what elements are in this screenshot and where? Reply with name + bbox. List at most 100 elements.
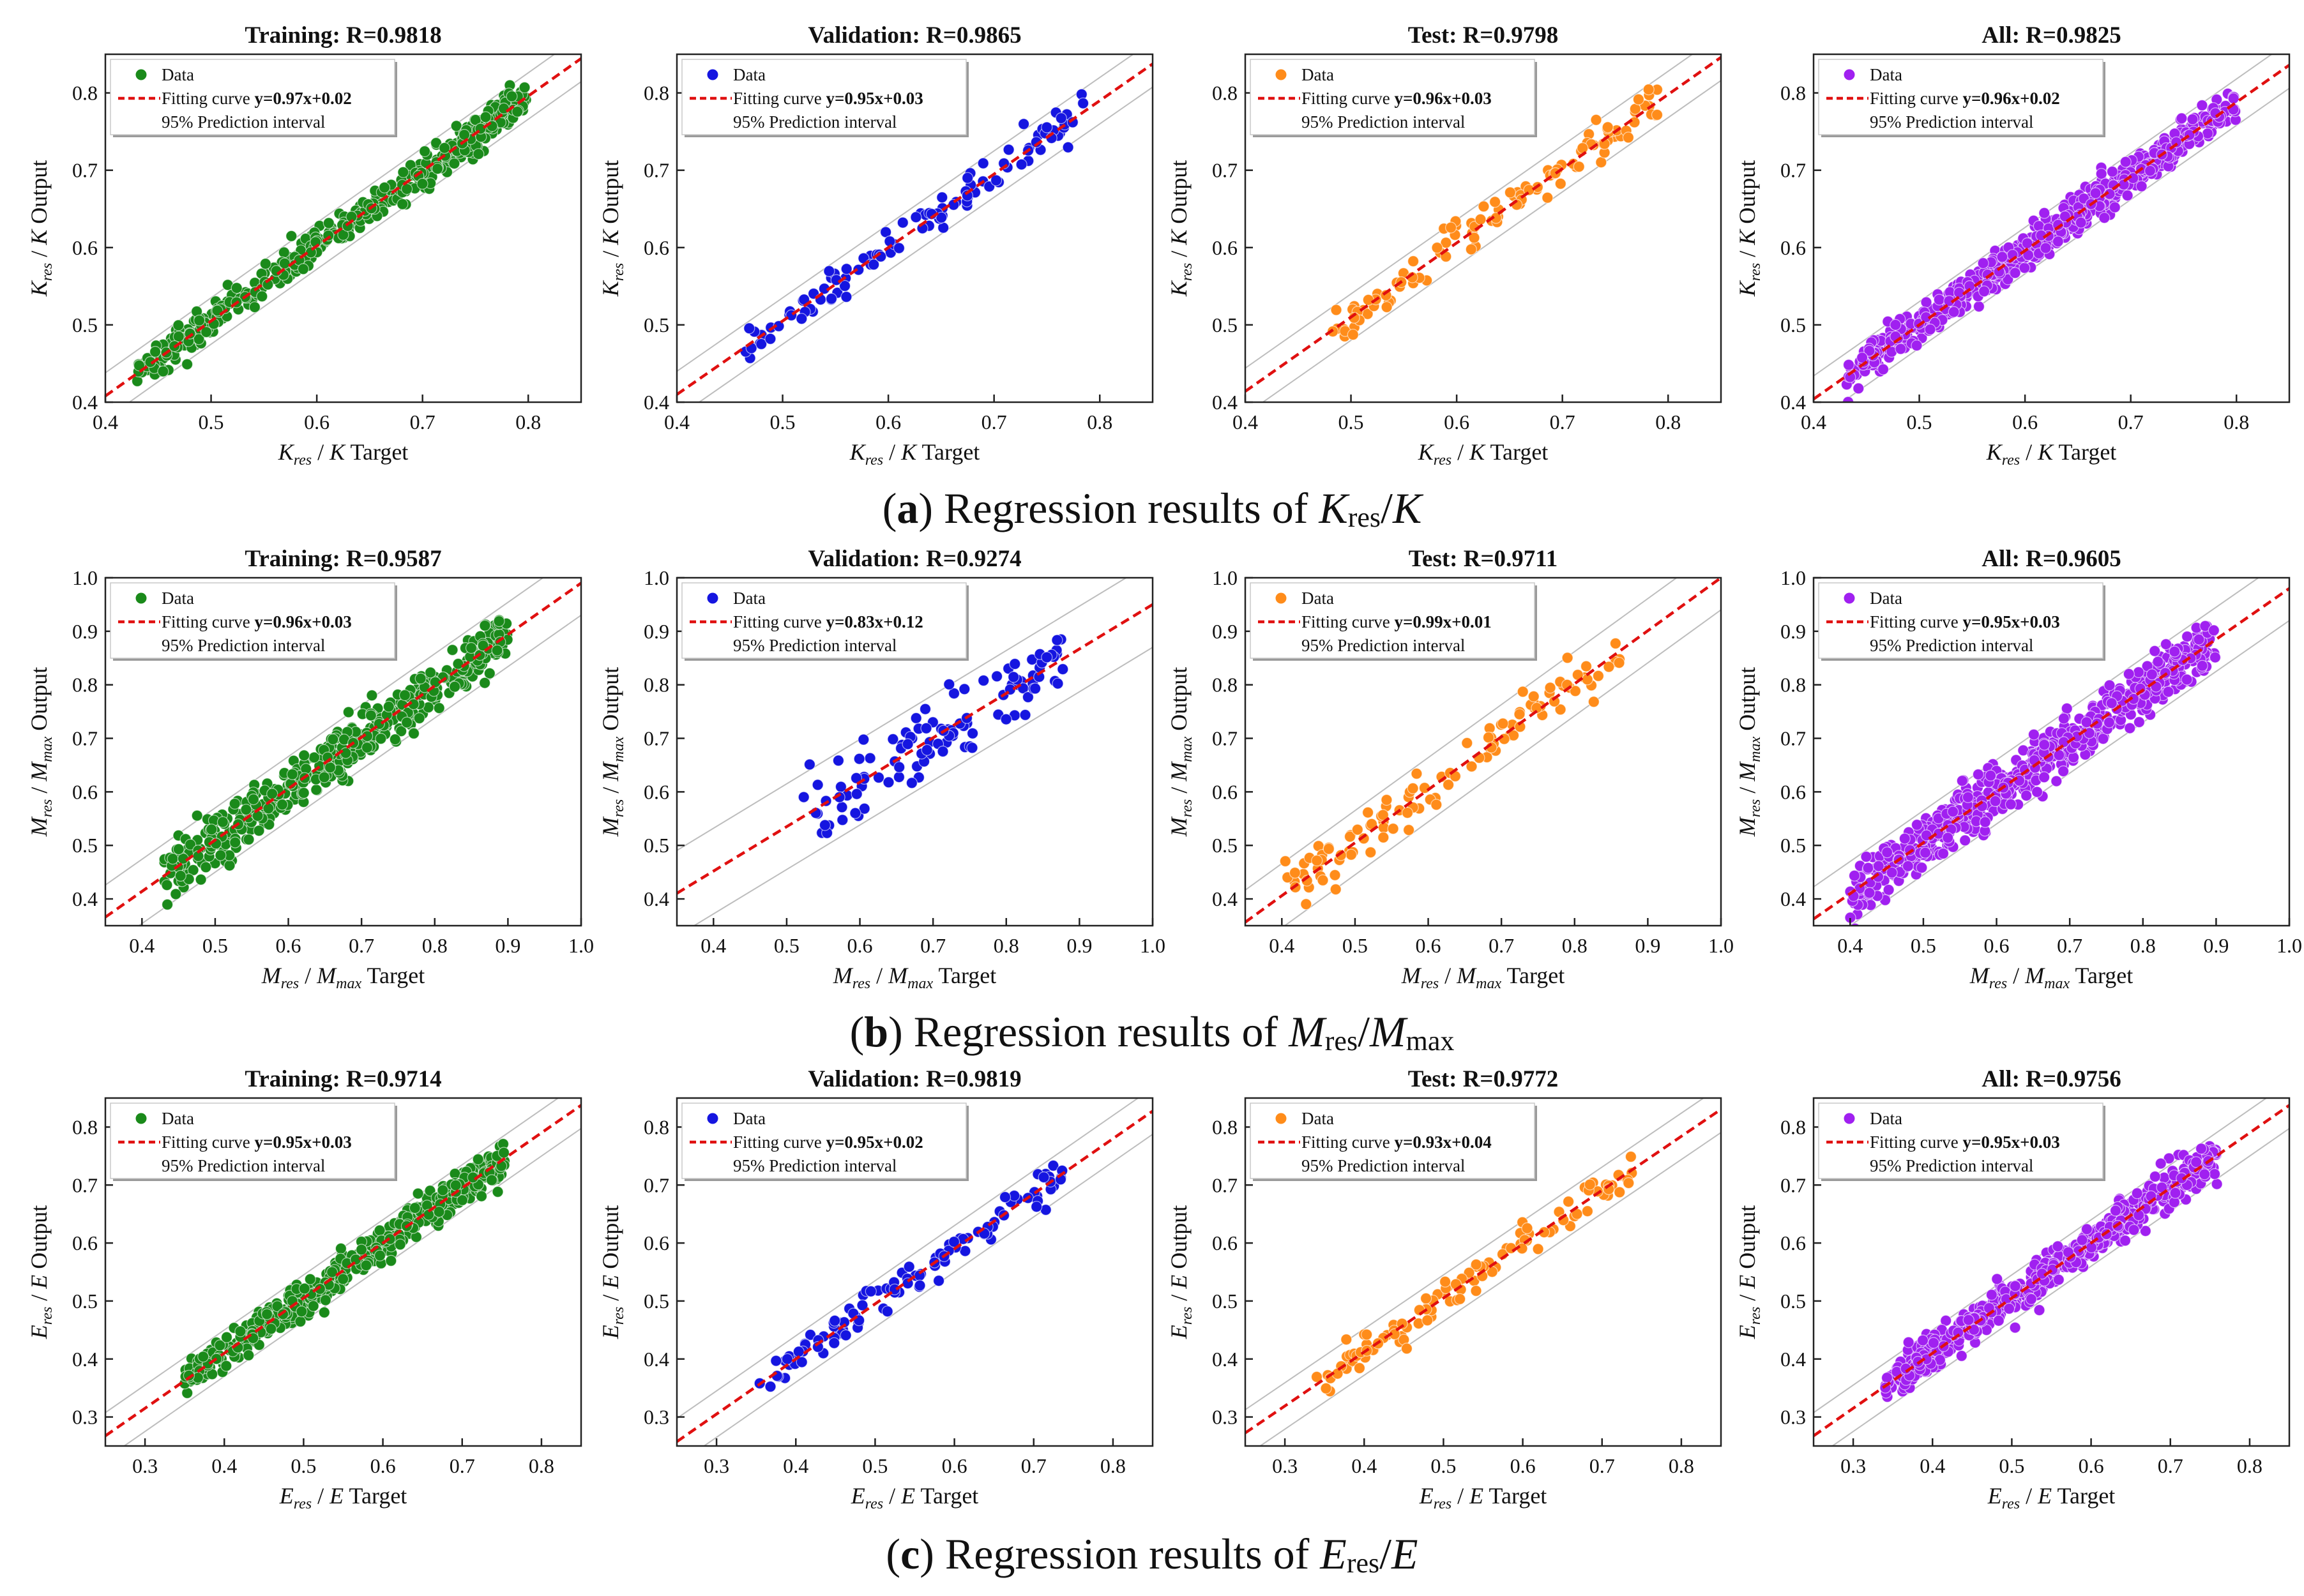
y-tick-label: 0.4 (72, 1348, 98, 1371)
data-point (1470, 1258, 1482, 1270)
data-point (2128, 1224, 2140, 1236)
fitting-curve (677, 63, 1153, 396)
data-point (400, 183, 413, 195)
x-tick-label: 0.6 (2079, 1454, 2104, 1477)
data-point (2181, 630, 2194, 643)
y-axis-label: Eres / E Output (1734, 1205, 1764, 1339)
plot-area (1245, 54, 1721, 402)
x-tick-label: 0.9 (1635, 934, 1660, 957)
x-tick-label: 0.8 (1655, 410, 1681, 433)
data-point (850, 772, 863, 784)
data-point (1403, 824, 1415, 836)
data-point (400, 716, 413, 728)
legend-pi-label: 95% Prediction interval (1870, 636, 2033, 655)
data-point (247, 793, 259, 806)
data-point (1651, 109, 1664, 121)
data-point (397, 166, 409, 178)
x-tick-label: 0.6 (2012, 410, 2038, 433)
fitting-curve (105, 1104, 581, 1437)
data-point (1856, 352, 1868, 364)
lower-prediction-bound (1284, 609, 1721, 926)
data-point (1468, 232, 1480, 244)
plot-area (1814, 578, 2289, 926)
data-point (1962, 1314, 1974, 1326)
data-point (1613, 657, 1625, 669)
x-tick-label: 0.5 (1999, 1454, 2024, 1477)
data-point (431, 163, 444, 175)
data-point (1362, 294, 1374, 306)
data-point (519, 81, 531, 94)
legend-data-marker (707, 1113, 718, 1124)
data-point (1962, 791, 1974, 803)
x-tick-label: 1.0 (568, 934, 594, 957)
lower-prediction-bound (693, 647, 1153, 926)
data-point (234, 1325, 246, 1337)
data-point (1902, 860, 1914, 872)
y-axis-label: Kres / K Output (598, 160, 627, 297)
data-point (298, 1283, 310, 1295)
y-tick-label: 0.6 (1780, 236, 1806, 259)
legend-data-label: Data (733, 65, 766, 84)
data-point (2169, 1187, 2181, 1199)
data-point (193, 314, 206, 327)
data-point (2119, 1235, 2132, 1247)
x-tick-label: 0.4 (93, 410, 118, 433)
data-point (1380, 289, 1392, 301)
upper-prediction-bound (1814, 578, 2260, 888)
legend-pi-label: 95% Prediction interval (162, 636, 325, 655)
y-axis-label: Mres / Mmax Output (1734, 667, 1764, 837)
data-points (1327, 84, 1664, 343)
chart-c-training: Training: R=0.9714 0.3 0.4 0.5 0.6 0.7 0.8 0.3 0… (26, 1066, 582, 1512)
caption-c: (c) Regression results of Eres/E (886, 1530, 1418, 1579)
data-point (197, 1351, 209, 1363)
data-point (1381, 301, 1393, 313)
data-point (2009, 267, 2021, 279)
data-point (2199, 1168, 2211, 1180)
fitting-curve (105, 57, 581, 398)
chart-a-all: All: R=0.9825 0.4 0.5 0.6 0.7 0.8 0.4 0.5 0.6 0.7… (1734, 22, 2291, 469)
legend-data-label: Data (162, 1109, 194, 1128)
x-tick-label: 0.8 (1087, 410, 1112, 433)
plot-frame (1244, 1097, 1722, 1447)
legend-box (1250, 582, 1535, 659)
data-point (1351, 824, 1363, 836)
data-point (483, 667, 496, 679)
data-point (414, 672, 427, 685)
legend-pi-label: 95% Prediction interval (162, 1156, 325, 1175)
y-tick-label: 0.7 (72, 727, 98, 750)
legend: Data Fitting curve y=0.95x+0.03 95% Predic… (110, 1103, 397, 1181)
chart-c-test: Test: R=0.9772 0.3 0.4 0.5 0.6 0.7 0.8 0.3 0.4 0.… (1166, 1066, 1722, 1512)
x-tick-label: 0.4 (129, 934, 155, 957)
data-point (914, 1279, 926, 1291)
y-tick-label: 0.8 (1212, 674, 1238, 696)
y-axis-label: Kres / K Output (26, 160, 56, 297)
x-tick-label: 1.0 (1140, 934, 1165, 957)
data-point (1421, 1314, 1434, 1327)
data-point (1317, 874, 1329, 887)
data-point (1055, 112, 1067, 124)
data-point (1561, 652, 1573, 664)
x-tick-label: 0.5 (202, 934, 228, 957)
data-point (229, 836, 241, 848)
data-point (1008, 671, 1020, 683)
data-point (298, 749, 310, 762)
plot-frame (104, 576, 582, 927)
data-point (480, 111, 492, 123)
legend-box (1250, 59, 1535, 135)
x-tick-label: 0.8 (1562, 934, 1588, 957)
y-tick-label: 0.6 (72, 236, 98, 259)
data-point (278, 246, 290, 259)
data-point (424, 666, 437, 679)
x-axis-label: Mres / Mmax Target (1401, 963, 1565, 992)
y-tick-label: 0.5 (72, 834, 98, 857)
data-point (936, 192, 948, 204)
data-point (1387, 822, 1399, 835)
y-tick-label: 0.8 (72, 674, 98, 696)
data-point (2025, 1293, 2037, 1306)
data-point (181, 358, 193, 370)
data-point (1554, 704, 1566, 716)
data-point (162, 898, 174, 911)
data-point (902, 738, 914, 750)
legend-data-marker (135, 592, 147, 604)
data-points (1840, 87, 2241, 402)
